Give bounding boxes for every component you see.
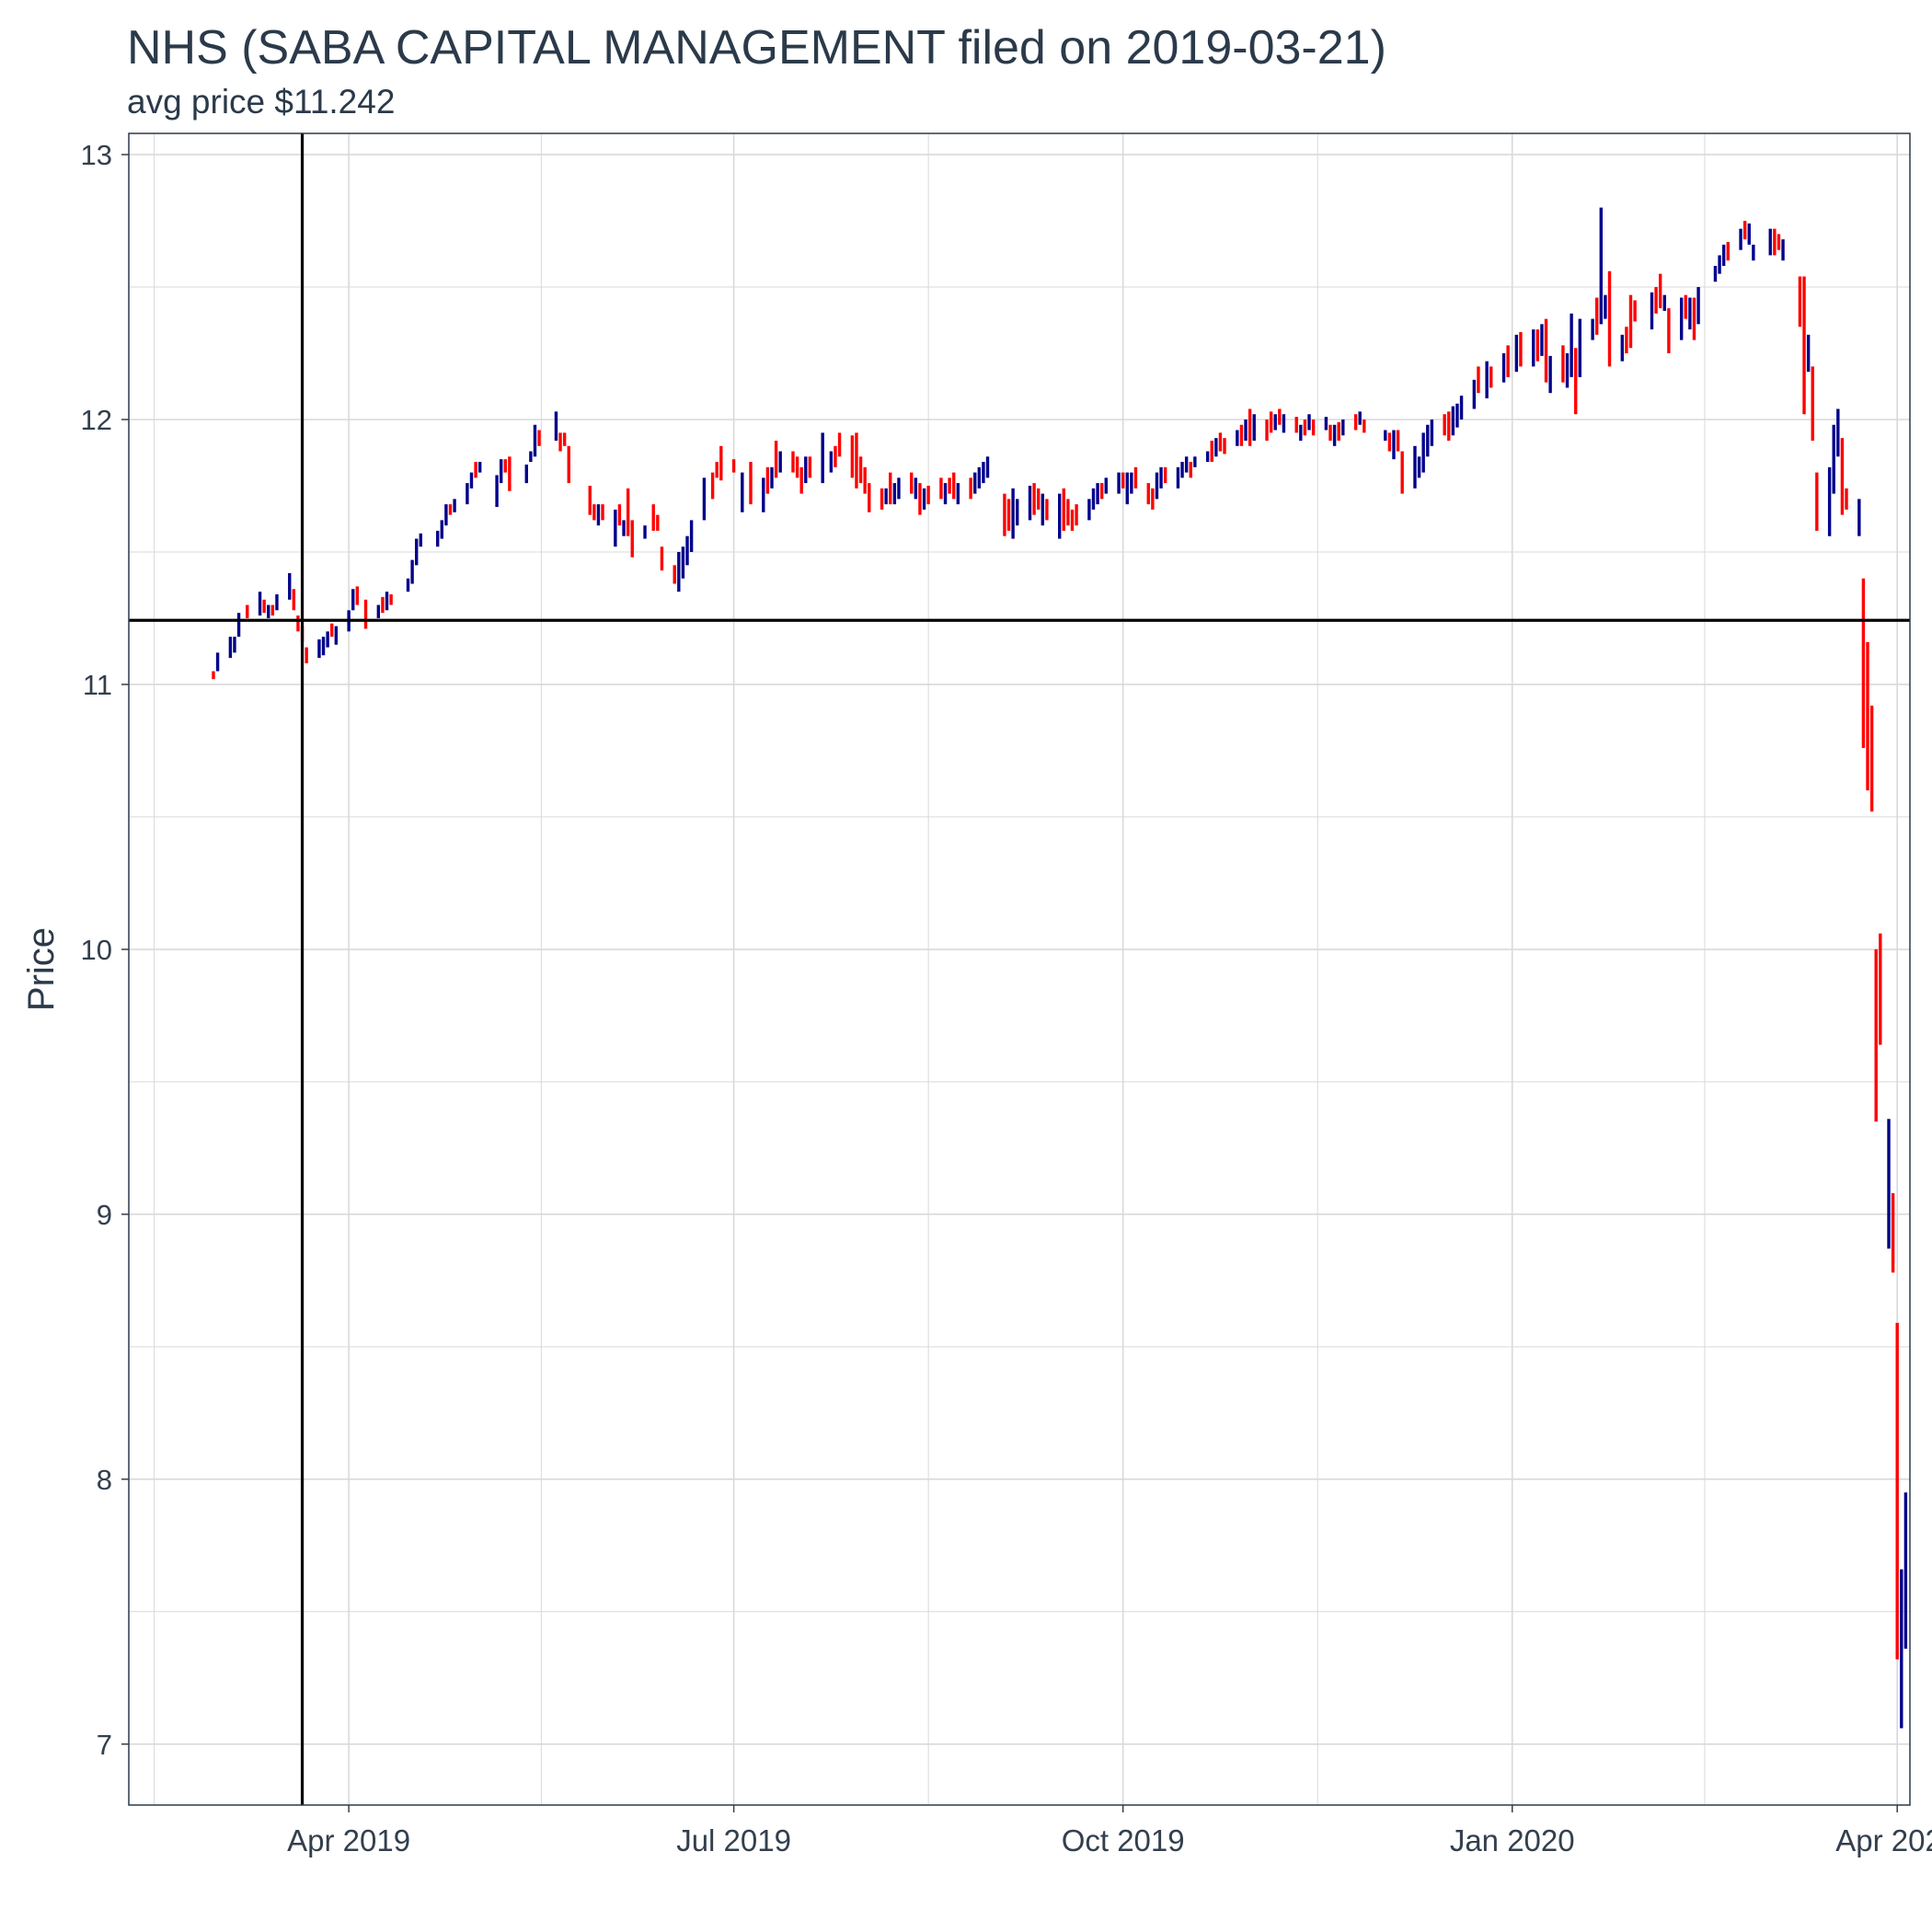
x-tick-label: Jul 2019 xyxy=(676,1823,791,1857)
chart-subtitle: avg price $11.242 xyxy=(127,83,396,121)
chart-title: NHS (SABA CAPITAL MANAGEMENT filed on 20… xyxy=(127,21,1386,75)
y-tick-label: 13 xyxy=(81,139,112,171)
y-axis-ticks: 7 8 9 10 11 12 13 xyxy=(81,139,129,1761)
y-tick-label: 8 xyxy=(97,1464,112,1496)
x-tick-label: Jan 2020 xyxy=(1450,1823,1575,1857)
y-tick-label: 10 xyxy=(81,934,112,966)
panel-border xyxy=(128,132,1911,1806)
x-axis-ticks: Apr 2019 Jul 2019 Oct 2019 Jan 2020 Apr 2020 xyxy=(287,1805,1932,1857)
y-tick-label: 7 xyxy=(97,1729,112,1761)
x-tick-label: Apr 2019 xyxy=(287,1823,410,1857)
price-bars xyxy=(212,207,1908,1729)
y-tick-label: 9 xyxy=(97,1199,112,1231)
y-axis-label: Price xyxy=(21,927,62,1011)
y-tick-label: 11 xyxy=(83,669,112,701)
x-tick-label: Apr 2020 xyxy=(1835,1823,1932,1857)
grid-lines xyxy=(129,133,1910,1805)
x-tick-label: Oct 2019 xyxy=(1062,1823,1185,1857)
reference-lines xyxy=(129,133,1910,1805)
y-tick-label: 12 xyxy=(81,404,112,436)
